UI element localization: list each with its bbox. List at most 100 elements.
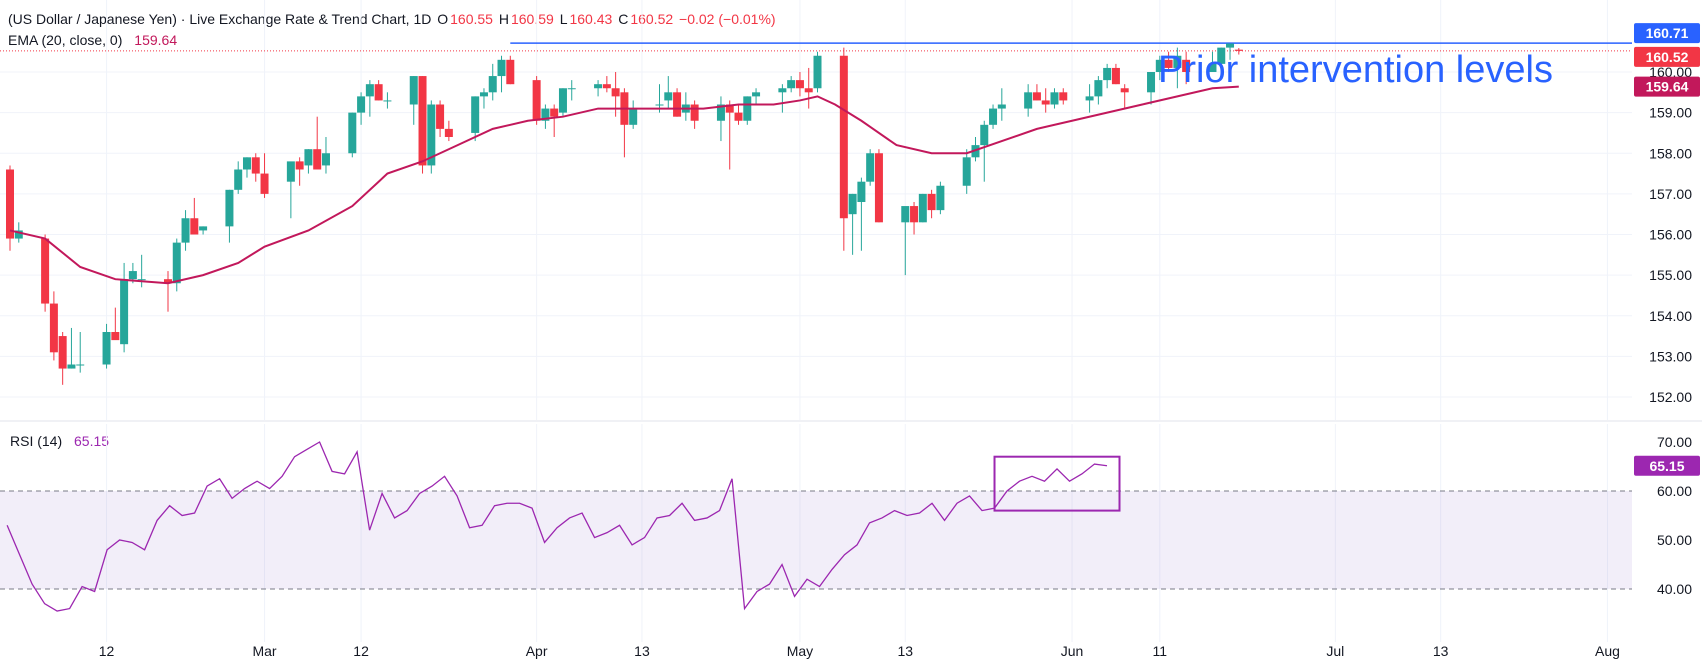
rsi-y-tick-label: 60.00 [1657,483,1692,499]
candle-down [550,108,559,117]
low-value: 160.43 [569,11,613,27]
candle-down [1164,59,1173,68]
candle-down [418,76,427,166]
candle-down [839,55,848,219]
candle-down [260,173,269,194]
candle-down [690,104,699,121]
candle-up [383,100,392,102]
candle-down [313,149,322,170]
candle-down [506,59,515,85]
candle-down [49,303,58,353]
candle-up [321,153,330,166]
candle-down [611,88,620,97]
candle-down [1032,92,1041,101]
candle-up [242,157,251,170]
candle-up [594,84,603,89]
ema-line [9,85,1239,285]
candle-up [234,169,243,190]
rsi-y-tick-label: 70.00 [1657,434,1692,450]
candle-up [286,161,295,182]
candle-up [497,59,506,77]
y-tick-label: 158.00 [1649,145,1692,161]
candle-up [1050,92,1059,105]
high-label: H [498,11,509,27]
candle-down [1182,59,1191,72]
y-tick-label: 154.00 [1649,308,1692,324]
x-tick-label: 13 [897,643,913,659]
candle-up [743,96,752,121]
y-tick-label: 159.00 [1649,105,1692,121]
candle-up [866,153,875,182]
close-value: 160.52 [630,11,674,27]
candle-up [67,364,76,369]
x-tick-label: 13 [1433,643,1449,659]
x-tick-label: Apr [526,643,548,659]
candle-up [1217,47,1226,64]
price-label-box [1634,46,1700,67]
candle-up [1226,43,1235,48]
ema-legend: EMA (20, close, 0) 159.64 [8,32,179,48]
candle-up [989,108,998,125]
candle-up [752,92,761,97]
ema-label: EMA (20, close, 0) [8,32,123,48]
candle-up [304,149,313,166]
annotation-text: Prior intervention levels [1158,49,1553,91]
candle-up [1155,59,1164,72]
x-tick-label: Aug [1595,643,1620,659]
rsi-price-label: 65.15 [1649,458,1684,474]
candle-up [488,76,497,93]
candle-up [427,104,436,166]
price-label-box [1634,23,1700,44]
candle-down [532,80,541,121]
candle-up [848,193,857,215]
candle-up [172,242,181,284]
candle-up [787,80,796,89]
candle-down [927,193,936,211]
x-tick-label: 13 [634,643,650,659]
candle-down [58,336,67,369]
x-tick-label: 12 [99,643,115,659]
candle-up [365,84,374,97]
candle-up [181,218,190,243]
candle-up [980,124,989,146]
candle-up [471,96,480,133]
rsi-line [6,441,1108,612]
rsi-y-tick-label: 40.00 [1657,581,1692,597]
candle-up [14,230,23,239]
candle-up [479,92,488,97]
candle-up [936,185,945,211]
rsi-band [0,491,1632,589]
candle-up [716,104,725,121]
candle-up [137,279,146,281]
rsi-legend: RSI (14) 65.15 [10,433,111,449]
chart-header: (US Dollar / Japanese Yen) · Live Exchan… [8,11,778,27]
candle-up [120,279,129,345]
candle-up [778,88,787,93]
candle-up [962,157,971,186]
candle-down [295,161,304,170]
candle-up [102,332,111,365]
low-label: L [559,11,568,27]
candle-up [997,104,1006,109]
ema-value: 159.64 [134,32,178,48]
candle-down [1234,49,1243,51]
candle-up [348,112,357,154]
candle-down [444,128,453,137]
x-tick-label: 12 [353,643,369,659]
y-tick-label: 155.00 [1649,267,1692,283]
candle-up [1173,55,1182,68]
candle-down [190,218,199,235]
x-tick-label: May [787,643,813,659]
candle-down [374,84,383,101]
candle-up [664,92,673,101]
candle-down [6,169,14,239]
candle-down [251,157,260,174]
candle-down [804,88,813,93]
candle-up [1147,72,1156,93]
y-tick-label: 152.00 [1649,389,1692,405]
rsi-highlight-box [993,455,1121,512]
candle-up [558,88,567,113]
y-tick-label: 160.00 [1649,64,1692,80]
candle-up [857,181,866,202]
